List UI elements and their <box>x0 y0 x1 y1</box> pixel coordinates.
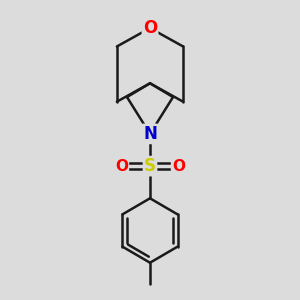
Text: N: N <box>143 125 157 143</box>
Text: O: O <box>115 159 128 174</box>
Text: S: S <box>144 157 156 175</box>
Text: O: O <box>143 19 157 37</box>
Text: O: O <box>172 159 185 174</box>
